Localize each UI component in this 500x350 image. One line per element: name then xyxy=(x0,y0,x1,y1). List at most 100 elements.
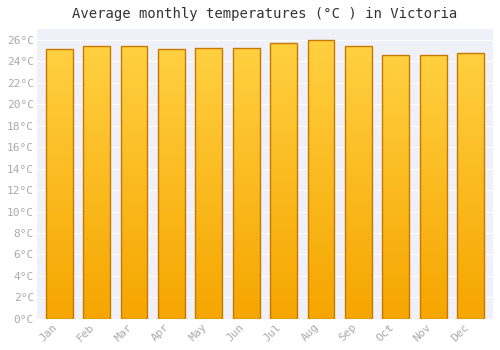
Bar xyxy=(196,106,222,109)
Bar xyxy=(120,275,148,278)
Bar xyxy=(420,279,446,282)
Bar xyxy=(120,128,148,132)
Bar xyxy=(196,170,222,174)
Bar xyxy=(158,289,185,292)
Bar xyxy=(196,163,222,167)
Bar xyxy=(196,136,222,140)
Bar xyxy=(158,56,185,60)
Bar xyxy=(196,58,222,62)
Bar xyxy=(83,223,110,227)
Bar xyxy=(457,153,484,156)
Bar xyxy=(196,261,222,265)
Bar xyxy=(232,305,260,309)
Bar xyxy=(83,227,110,230)
Bar xyxy=(270,153,297,157)
Bar xyxy=(46,70,72,73)
Bar xyxy=(382,127,409,131)
Bar xyxy=(83,206,110,210)
Bar xyxy=(308,270,334,274)
Bar xyxy=(457,166,484,169)
Bar xyxy=(270,81,297,84)
Bar xyxy=(83,217,110,220)
Bar xyxy=(382,111,409,114)
Bar xyxy=(308,71,334,75)
Bar xyxy=(345,199,372,203)
Bar xyxy=(308,274,334,277)
Bar xyxy=(158,211,185,215)
Bar xyxy=(382,157,409,160)
Bar xyxy=(308,166,334,169)
Bar xyxy=(158,262,185,265)
Bar xyxy=(457,182,484,186)
Bar xyxy=(308,225,334,228)
Bar xyxy=(196,76,222,79)
Bar xyxy=(120,302,148,305)
Bar xyxy=(158,191,185,194)
Bar xyxy=(232,96,260,99)
Bar xyxy=(457,252,484,256)
Bar xyxy=(382,226,409,230)
Bar xyxy=(46,302,72,306)
Bar xyxy=(270,216,297,219)
Bar xyxy=(46,56,72,60)
Bar xyxy=(158,299,185,302)
Bar xyxy=(158,93,185,97)
Bar xyxy=(382,61,409,65)
Bar xyxy=(232,228,260,231)
Bar xyxy=(158,208,185,211)
Bar xyxy=(158,218,185,221)
Bar xyxy=(83,268,110,271)
Bar xyxy=(345,60,372,63)
Bar xyxy=(270,226,297,229)
Bar xyxy=(46,272,72,275)
Bar xyxy=(308,228,334,232)
Bar xyxy=(83,101,110,104)
Bar xyxy=(196,130,222,133)
Bar xyxy=(308,197,334,200)
Bar xyxy=(46,252,72,255)
Bar xyxy=(420,177,446,180)
Bar xyxy=(270,305,297,309)
Bar xyxy=(420,220,446,223)
Bar xyxy=(46,282,72,285)
Bar xyxy=(120,70,148,74)
Bar xyxy=(46,285,72,289)
Bar xyxy=(308,235,334,239)
Bar xyxy=(232,52,260,55)
Bar xyxy=(457,226,484,229)
Bar xyxy=(120,172,148,176)
Bar xyxy=(270,146,297,150)
Bar xyxy=(46,245,72,248)
Bar xyxy=(46,248,72,252)
Bar xyxy=(345,118,372,121)
Bar xyxy=(83,111,110,114)
Bar xyxy=(382,296,409,299)
Bar xyxy=(120,258,148,261)
Bar xyxy=(345,247,372,251)
Bar xyxy=(232,315,260,319)
Bar xyxy=(46,211,72,215)
Bar xyxy=(120,46,148,319)
Bar xyxy=(196,268,222,272)
Bar xyxy=(120,199,148,203)
Bar xyxy=(308,298,334,301)
Bar xyxy=(83,247,110,251)
Bar xyxy=(457,73,484,76)
Bar xyxy=(196,245,222,248)
Bar xyxy=(196,278,222,282)
Bar xyxy=(382,75,409,78)
Bar xyxy=(308,232,334,235)
Bar xyxy=(420,276,446,279)
Bar xyxy=(83,121,110,125)
Bar xyxy=(46,49,72,319)
Bar xyxy=(120,315,148,319)
Bar xyxy=(83,166,110,169)
Bar xyxy=(158,117,185,120)
Bar xyxy=(345,196,372,200)
Bar xyxy=(270,257,297,260)
Bar xyxy=(196,99,222,103)
Bar xyxy=(196,207,222,211)
Bar xyxy=(46,93,72,97)
Bar xyxy=(46,201,72,204)
Bar xyxy=(345,152,372,155)
